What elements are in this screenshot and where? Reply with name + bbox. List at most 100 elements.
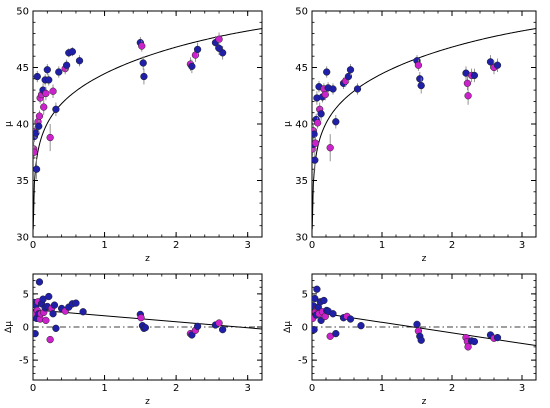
x-tick-label: 2 <box>449 240 455 251</box>
data-point <box>215 319 223 327</box>
data-point <box>218 326 227 334</box>
data-point <box>329 85 337 93</box>
data-point <box>414 61 423 69</box>
data-point <box>42 316 50 325</box>
x-axis-label: z <box>422 397 427 407</box>
data-point <box>35 112 44 120</box>
x-tick-label: 3 <box>519 240 525 251</box>
data-point <box>416 75 424 83</box>
data-point <box>75 57 84 65</box>
x-tick-label: 2 <box>173 383 179 394</box>
data-point <box>417 336 425 344</box>
x-tick-label: 0 <box>309 240 315 251</box>
data-point <box>62 61 71 69</box>
data-point <box>55 68 63 76</box>
data-point <box>353 85 362 93</box>
data-point <box>312 139 320 147</box>
x-tick-label: 1 <box>379 240 385 251</box>
y-axis-label: μ <box>283 121 293 127</box>
data-point <box>464 343 472 351</box>
data-point <box>33 329 39 338</box>
data-point <box>413 320 421 329</box>
data-point <box>329 310 337 318</box>
y-tick-label: 30 <box>16 233 29 244</box>
data-point <box>137 314 145 322</box>
data-point <box>463 79 472 87</box>
data-point <box>215 44 223 52</box>
plot-frame <box>32 10 263 238</box>
panel-bottom-left: 0 1 2 3 -5 0 5 z Δμ <box>4 273 263 407</box>
data-point <box>313 285 321 293</box>
data-point <box>312 326 318 334</box>
data-point <box>323 68 331 76</box>
data-point <box>464 92 472 100</box>
data-point <box>40 103 48 111</box>
data-point <box>43 66 51 74</box>
y-tick-label: -5 <box>298 356 308 367</box>
data-point <box>45 76 53 84</box>
panel-bottom-right: 0 1 2 3 -5 0 5 z Δμ <box>283 273 537 407</box>
y-tick-label: 50 <box>16 7 29 18</box>
data-point <box>313 119 322 127</box>
data-point <box>188 62 196 71</box>
data-point <box>332 118 340 126</box>
data-point <box>79 308 87 316</box>
data-point <box>346 66 355 74</box>
x-axis-label: z <box>145 397 150 407</box>
data-point <box>68 48 77 56</box>
x-tick-label: 0 <box>30 240 36 251</box>
x-tick-label: 2 <box>449 383 455 394</box>
x-tick-label: 1 <box>379 383 385 394</box>
plot-frame <box>311 10 537 238</box>
data-point <box>50 301 59 309</box>
data-point <box>320 296 328 305</box>
data-point <box>139 59 147 67</box>
data-point <box>193 45 202 54</box>
y-tick-label: 35 <box>295 176 308 187</box>
data-point <box>46 335 54 344</box>
data-point <box>72 299 80 307</box>
data-point <box>35 278 44 286</box>
data-point <box>193 322 202 330</box>
x-axis-label: z <box>145 254 150 264</box>
x-tick-label: 1 <box>101 240 107 251</box>
y-tick-label: 5 <box>302 289 308 300</box>
data-point <box>470 337 479 346</box>
y-axis-label: Δμ <box>4 321 14 333</box>
y-tick-label: 40 <box>295 120 308 131</box>
panel-top-right: 0 1 2 3 30 35 40 45 50 z μ <box>283 7 537 264</box>
data-point <box>312 156 319 164</box>
data-point <box>470 71 479 80</box>
data-point <box>49 310 57 318</box>
data-point <box>332 329 340 338</box>
y-tick-label: 50 <box>295 7 308 18</box>
data-point <box>33 165 41 173</box>
data-point <box>52 324 60 332</box>
data-point <box>141 324 150 332</box>
plot-area <box>312 285 536 351</box>
data-point <box>45 292 53 301</box>
plot-area <box>33 28 262 230</box>
x-tick-label: 0 <box>30 383 36 394</box>
y-axis-label: μ <box>4 121 14 127</box>
y-tick-label: 45 <box>16 63 29 74</box>
data-point <box>321 90 329 99</box>
y-tick-label: 40 <box>16 120 29 131</box>
y-tick-label: 35 <box>16 176 29 187</box>
data-point <box>326 144 334 152</box>
data-point <box>138 42 146 50</box>
plot-area <box>33 278 262 344</box>
y-tick-label: 0 <box>302 323 308 334</box>
x-tick-label: 0 <box>309 383 315 394</box>
data-point <box>52 105 60 113</box>
x-tick-label: 3 <box>245 383 251 394</box>
data-point <box>42 89 50 98</box>
model-curve <box>33 28 262 230</box>
x-tick-label: 2 <box>173 240 179 251</box>
panel-top-left: 0 1 2 3 30 35 40 45 50 z μ <box>4 7 263 264</box>
data-point <box>35 122 43 130</box>
data-point <box>493 333 502 342</box>
data-point <box>140 72 148 81</box>
y-tick-label: -5 <box>19 356 29 367</box>
data-point <box>493 61 502 69</box>
